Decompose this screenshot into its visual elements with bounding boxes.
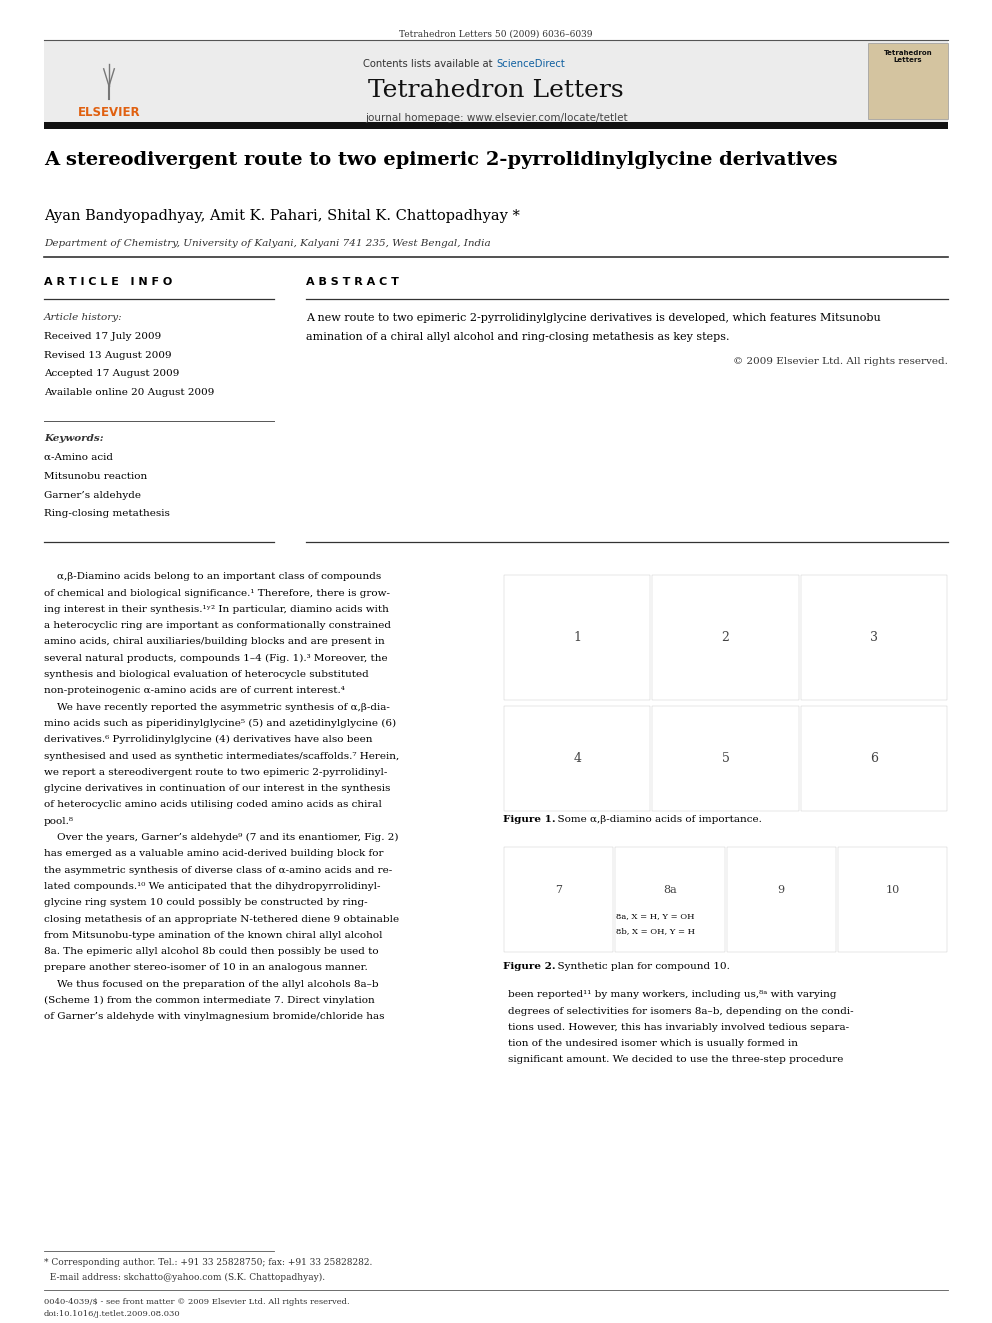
- Text: degrees of selectivities for isomers 8a–b, depending on the condi-: degrees of selectivities for isomers 8a–…: [508, 1007, 854, 1016]
- Bar: [801, 576, 947, 700]
- Text: Mitsunobu reaction: Mitsunobu reaction: [44, 472, 147, 480]
- Text: closing metathesis of an appropriate N-tethered diene 9 obtainable: closing metathesis of an appropriate N-t…: [44, 914, 399, 923]
- Text: We have recently reported the asymmetric synthesis of α,β-dia-: We have recently reported the asymmetric…: [44, 703, 390, 712]
- Text: Received 17 July 2009: Received 17 July 2009: [44, 332, 162, 341]
- Text: (Scheme 1) from the common intermediate 7. Direct vinylation: (Scheme 1) from the common intermediate …: [44, 996, 375, 1005]
- Text: of heterocyclic amino acids utilising coded amino acids as chiral: of heterocyclic amino acids utilising co…: [44, 800, 382, 810]
- Text: Tetrahedron
Letters: Tetrahedron Letters: [884, 50, 932, 64]
- Text: Ayan Bandyopadhyay, Amit K. Pahari, Shital K. Chattopadhyay *: Ayan Bandyopadhyay, Amit K. Pahari, Shit…: [44, 209, 520, 222]
- Bar: [838, 847, 947, 953]
- Text: Figure 2.: Figure 2.: [503, 962, 556, 971]
- Text: E-mail address: skchatto@yahoo.com (S.K. Chattopadhyay).: E-mail address: skchatto@yahoo.com (S.K.…: [44, 1273, 325, 1282]
- Text: lated compounds.¹⁰ We anticipated that the dihydropyrrolidinyl-: lated compounds.¹⁰ We anticipated that t…: [44, 882, 381, 890]
- Bar: [653, 706, 799, 811]
- Text: 4: 4: [573, 753, 581, 765]
- Text: A stereodivergent route to two epimeric 2-pyrrolidinylglycine derivatives: A stereodivergent route to two epimeric …: [44, 151, 837, 169]
- Text: Revised 13 August 2009: Revised 13 August 2009: [44, 351, 172, 360]
- Text: Ring-closing metathesis: Ring-closing metathesis: [44, 509, 170, 519]
- Text: Synthetic plan for compound 10.: Synthetic plan for compound 10.: [551, 962, 730, 971]
- Text: ing interest in their synthesis.¹ʸ² In particular, diamino acids with: ing interest in their synthesis.¹ʸ² In p…: [44, 605, 389, 614]
- Text: synthesised and used as synthetic intermediates/scaffolds.⁷ Herein,: synthesised and used as synthetic interm…: [44, 751, 399, 761]
- Text: 10: 10: [885, 885, 900, 894]
- Text: 8a: 8a: [663, 885, 677, 894]
- Text: © 2009 Elsevier Ltd. All rights reserved.: © 2009 Elsevier Ltd. All rights reserved…: [733, 357, 948, 365]
- Text: the asymmetric synthesis of diverse class of α-amino acids and re-: the asymmetric synthesis of diverse clas…: [44, 865, 392, 875]
- Text: 5: 5: [721, 753, 729, 765]
- Text: of Garner’s aldehyde with vinylmagnesium bromide/chloride has: of Garner’s aldehyde with vinylmagnesium…: [44, 1012, 385, 1021]
- Bar: [504, 576, 651, 700]
- Text: has emerged as a valuable amino acid-derived building block for: has emerged as a valuable amino acid-der…: [44, 849, 384, 859]
- Text: non-proteinogenic α-amino acids are of current interest.⁴: non-proteinogenic α-amino acids are of c…: [44, 687, 345, 696]
- Bar: [801, 706, 947, 811]
- Text: pool.⁸: pool.⁸: [44, 816, 74, 826]
- Text: ELSEVIER: ELSEVIER: [77, 106, 140, 119]
- Text: 2: 2: [721, 631, 729, 644]
- Text: Available online 20 August 2009: Available online 20 August 2009: [44, 388, 214, 397]
- Text: 7: 7: [556, 885, 562, 894]
- Text: Over the years, Garner’s aldehyde⁹ (7 and its enantiomer, Fig. 2): Over the years, Garner’s aldehyde⁹ (7 an…: [44, 833, 399, 843]
- Text: 9: 9: [778, 885, 785, 894]
- Text: significant amount. We decided to use the three-step procedure: significant amount. We decided to use th…: [508, 1056, 843, 1065]
- Text: we report a stereodivergent route to two epimeric 2-pyrrolidinyl-: we report a stereodivergent route to two…: [44, 767, 387, 777]
- Text: 6: 6: [870, 753, 878, 765]
- Text: α,β-Diamino acids belong to an important class of compounds: α,β-Diamino acids belong to an important…: [44, 573, 381, 581]
- Text: glycine derivatives in continuation of our interest in the synthesis: glycine derivatives in continuation of o…: [44, 785, 391, 792]
- Bar: [504, 706, 651, 811]
- Bar: [44, 40, 948, 122]
- Text: prepare another stereo-isomer of 10 in an analogous manner.: prepare another stereo-isomer of 10 in a…: [44, 963, 368, 972]
- Text: glycine ring system 10 could possibly be constructed by ring-: glycine ring system 10 could possibly be…: [44, 898, 368, 908]
- Text: 8a. The epimeric allyl alcohol 8b could then possibly be used to: 8a. The epimeric allyl alcohol 8b could …: [44, 947, 379, 957]
- Text: been reported¹¹ by many workers, including us,⁸ᵃ with varying: been reported¹¹ by many workers, includi…: [508, 990, 836, 999]
- Bar: [615, 847, 724, 953]
- Text: 3: 3: [870, 631, 878, 644]
- Text: Article history:: Article history:: [44, 312, 123, 321]
- Bar: [504, 847, 613, 953]
- Text: A R T I C L E   I N F O: A R T I C L E I N F O: [44, 277, 173, 287]
- Text: a heterocyclic ring are important as conformationally constrained: a heterocyclic ring are important as con…: [44, 620, 391, 630]
- Text: doi:10.1016/j.tetlet.2009.08.030: doi:10.1016/j.tetlet.2009.08.030: [44, 1310, 181, 1318]
- Text: mino acids such as piperidinylglycine⁵ (5) and azetidinylglycine (6): mino acids such as piperidinylglycine⁵ (…: [44, 718, 396, 728]
- Text: Tetrahedron Letters 50 (2009) 6036–6039: Tetrahedron Letters 50 (2009) 6036–6039: [399, 30, 593, 38]
- Text: tions used. However, this has invariably involved tedious separa-: tions used. However, this has invariably…: [508, 1023, 849, 1032]
- Text: A B S T R A C T: A B S T R A C T: [306, 277, 399, 287]
- Text: Tetrahedron Letters: Tetrahedron Letters: [368, 79, 624, 102]
- Text: amination of a chiral allyl alcohol and ring-closing metathesis as key steps.: amination of a chiral allyl alcohol and …: [306, 332, 729, 341]
- Text: several natural products, compounds 1–4 (Fig. 1).³ Moreover, the: several natural products, compounds 1–4 …: [44, 654, 388, 663]
- Text: amino acids, chiral auxiliaries/building blocks and are present in: amino acids, chiral auxiliaries/building…: [44, 638, 385, 647]
- Text: synthesis and biological evaluation of heterocycle substituted: synthesis and biological evaluation of h…: [44, 669, 369, 679]
- Text: Contents lists available at: Contents lists available at: [363, 60, 496, 69]
- Text: Some α,β-diamino acids of importance.: Some α,β-diamino acids of importance.: [551, 815, 762, 824]
- Text: Keywords:: Keywords:: [44, 434, 103, 443]
- Text: from Mitsunobu-type amination of the known chiral allyl alcohol: from Mitsunobu-type amination of the kno…: [44, 931, 383, 939]
- Text: 1: 1: [573, 631, 581, 644]
- Text: ScienceDirect: ScienceDirect: [496, 60, 564, 69]
- Text: 8a, X = H, Y = OH: 8a, X = H, Y = OH: [616, 913, 694, 921]
- Text: 0040-4039/$ - see front matter © 2009 Elsevier Ltd. All rights reserved.: 0040-4039/$ - see front matter © 2009 El…: [44, 1298, 349, 1306]
- Text: A new route to two epimeric 2-pyrrolidinylglycine derivatives is developed, whic: A new route to two epimeric 2-pyrrolidin…: [306, 312, 881, 323]
- Text: derivatives.⁶ Pyrrolidinylglycine (4) derivatives have also been: derivatives.⁶ Pyrrolidinylglycine (4) de…: [44, 736, 373, 745]
- Text: journal homepage: www.elsevier.com/locate/tetlet: journal homepage: www.elsevier.com/locat…: [365, 112, 627, 123]
- Bar: [44, 122, 948, 128]
- Text: We thus focused on the preparation of the allyl alcohols 8a–b: We thus focused on the preparation of th…: [44, 980, 379, 988]
- Text: Department of Chemistry, University of Kalyani, Kalyani 741 235, West Bengal, In: Department of Chemistry, University of K…: [44, 238, 491, 247]
- Text: α-Amino acid: α-Amino acid: [44, 452, 113, 462]
- Text: tion of the undesired isomer which is usually formed in: tion of the undesired isomer which is us…: [508, 1039, 798, 1048]
- Bar: [726, 847, 835, 953]
- Text: 8b, X = OH, Y = H: 8b, X = OH, Y = H: [616, 927, 695, 935]
- Bar: [868, 44, 948, 119]
- Text: Figure 1.: Figure 1.: [503, 815, 556, 824]
- Bar: [653, 576, 799, 700]
- Text: of chemical and biological significance.¹ Therefore, there is grow-: of chemical and biological significance.…: [44, 589, 390, 598]
- Text: Accepted 17 August 2009: Accepted 17 August 2009: [44, 369, 180, 378]
- Text: * Corresponding author. Tel.: +91 33 25828750; fax: +91 33 25828282.: * Corresponding author. Tel.: +91 33 258…: [44, 1258, 372, 1267]
- Text: Garner’s aldehyde: Garner’s aldehyde: [44, 491, 141, 500]
